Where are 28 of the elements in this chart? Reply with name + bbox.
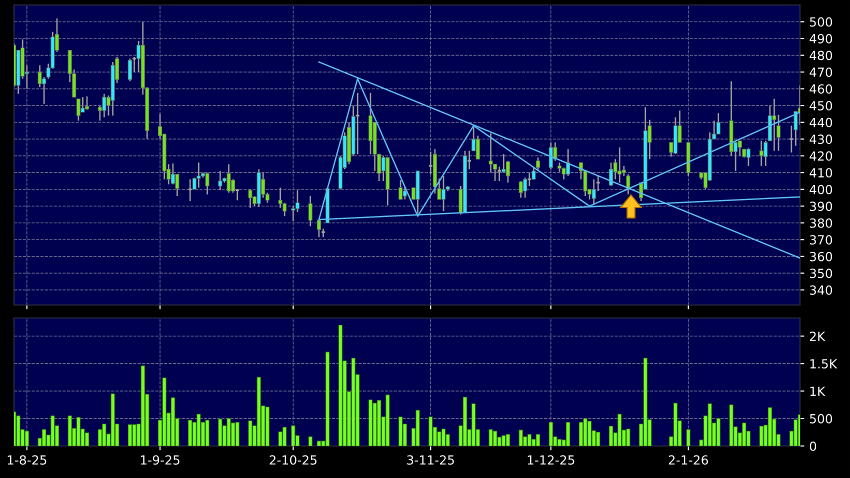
y-tick-label: 440 bbox=[810, 118, 832, 128]
y-tick-label: 450 bbox=[810, 101, 832, 110]
x-tick-label: 3-11-25 bbox=[407, 455, 454, 465]
x-tick-label: 1-8-25 bbox=[8, 455, 46, 465]
y-tick-label: 2K bbox=[810, 332, 826, 341]
x-tick-label: 1-12-25 bbox=[528, 455, 574, 465]
y-tick-label: 370 bbox=[810, 235, 832, 245]
y-tick-label: 390 bbox=[810, 202, 832, 212]
y-tick-label: 0 bbox=[810, 441, 816, 451]
y-tick-label: 380 bbox=[810, 218, 832, 228]
y-tick-label: 410 bbox=[810, 168, 832, 178]
y-tick-label: 1.5K bbox=[810, 359, 838, 369]
y-tick-label: 1K bbox=[810, 386, 826, 396]
x-tick-label: 2-1-26 bbox=[668, 455, 708, 465]
y-tick-label: 400 bbox=[810, 184, 832, 194]
x-tick-label: 1-9-25 bbox=[140, 455, 180, 465]
y-tick-label: 420 bbox=[810, 151, 832, 161]
y-tick-label: 500 bbox=[810, 17, 832, 27]
x-tick-label: 2-10-25 bbox=[270, 455, 316, 465]
y-tick-label: 340 bbox=[810, 285, 832, 295]
y-tick-label: 350 bbox=[810, 268, 832, 278]
y-tick-label: 460 bbox=[810, 84, 832, 94]
y-tick-label: 470 bbox=[810, 68, 832, 77]
y-tick-label: 360 bbox=[810, 252, 832, 262]
y-tick-label: 490 bbox=[810, 34, 832, 44]
y-tick-label: 430 bbox=[810, 134, 832, 144]
y-tick-label: 480 bbox=[810, 50, 832, 60]
y-tick-label: 500 bbox=[810, 414, 832, 424]
